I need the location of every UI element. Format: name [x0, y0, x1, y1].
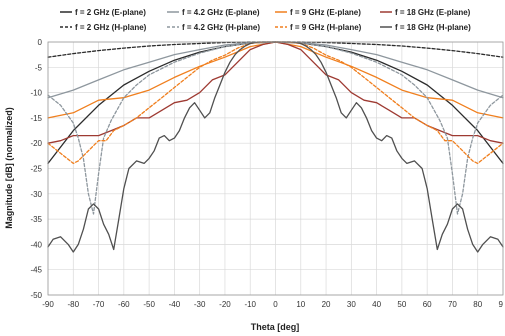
x-tick-label: -30 — [194, 300, 206, 309]
x-tick-label: 70 — [448, 300, 457, 309]
x-tick-label: -70 — [93, 300, 105, 309]
y-tick-label: -5 — [35, 63, 43, 72]
y-axis-title: Magnitude [dB] (normalized) — [4, 107, 14, 229]
x-tick-label: 60 — [423, 300, 432, 309]
x-tick-label: 9 — [499, 300, 504, 309]
legend-label: f = 2 GHz (H-plane) — [75, 23, 147, 32]
y-tick-label: -50 — [30, 291, 42, 300]
legend-label: f = 9 GHz (H-plane) — [290, 23, 362, 32]
grid — [47, 41, 504, 296]
legend-label: f = 18 GHz (H-plane) — [395, 23, 471, 32]
legend-label: f = 4.2 GHz (E-plane) — [182, 8, 260, 17]
x-tick-labels: -90 -80 -70 -60 -50 -40 -30 -20 -10 0 10 20 30 40 50 60… — [42, 300, 503, 309]
x-tick-label: -50 — [143, 300, 155, 309]
x-tick-label: -90 — [42, 300, 54, 309]
y-tick-label: -40 — [30, 240, 42, 249]
legend-label: f = 2 GHz (E-plane) — [75, 8, 146, 17]
y-tick-label: -25 — [30, 165, 42, 174]
x-tick-label: -80 — [67, 300, 79, 309]
legend: f = 2 GHz (E-plane) f = 4.2 GHz (E-plane)… — [60, 8, 471, 32]
legend-label: f = 9 GHz (E-plane) — [290, 8, 361, 17]
y-tick-label: -35 — [30, 215, 42, 224]
x-axis-title: Theta [deg] — [251, 322, 300, 332]
x-tick-label: -10 — [244, 300, 256, 309]
x-tick-label: 0 — [273, 300, 278, 309]
y-tick-label: -15 — [30, 114, 42, 123]
x-tick-label: 20 — [322, 300, 331, 309]
y-tick-label: -30 — [30, 190, 42, 199]
x-tick-label: 80 — [473, 300, 482, 309]
y-tick-label: -20 — [30, 139, 42, 148]
plot-frame — [47, 41, 504, 296]
legend-label: f = 4.2 GHz (H-plane) — [182, 23, 260, 32]
x-tick-label: -60 — [118, 300, 130, 309]
y-tick-label: -10 — [30, 89, 42, 98]
legend-label: f = 18 GHz (E-plane) — [395, 8, 471, 17]
x-tick-label: 10 — [296, 300, 305, 309]
x-tick-label: -20 — [219, 300, 231, 309]
y-tick-labels: 0 -5 -10 -15 -20 -25 -30 -35 -40 -45 -50 — [30, 38, 42, 300]
x-tick-label: -40 — [169, 300, 181, 309]
x-tick-label: 40 — [372, 300, 381, 309]
y-tick-label: 0 — [38, 38, 43, 47]
x-tick-label: 50 — [397, 300, 406, 309]
y-tick-label: -45 — [30, 266, 42, 275]
x-tick-label: 30 — [347, 300, 356, 309]
